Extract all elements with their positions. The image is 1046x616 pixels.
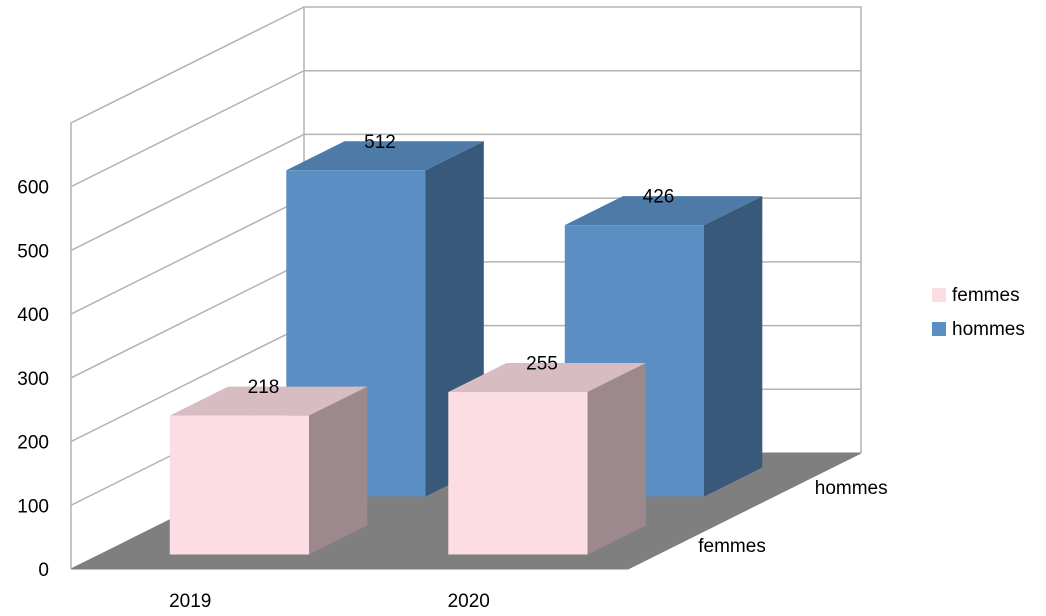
bars	[169, 141, 763, 555]
legend-swatch	[932, 288, 946, 302]
bar-top	[286, 141, 484, 171]
x-tick-label: 2019	[169, 591, 211, 611]
gridline	[70, 133, 861, 252]
bar-front	[169, 415, 309, 555]
labels: 0 100 200 300 400 500 600 512 426 218 255 2019 2020 f…	[17, 132, 888, 612]
bar	[448, 363, 646, 555]
data-label: 218	[248, 377, 280, 398]
bar-side	[309, 386, 368, 555]
bar	[169, 386, 368, 555]
x-tick-label: 2020	[448, 591, 490, 611]
bar-front	[448, 392, 588, 555]
gridline	[70, 69, 861, 188]
y-tick-label: 600	[17, 178, 49, 199]
y-tick-label: 400	[17, 305, 49, 326]
depth-axis-label: femmes	[698, 536, 766, 557]
bar-top	[564, 196, 763, 226]
y-tick-label: 100	[17, 496, 49, 517]
legend: femmes hommes	[932, 285, 1025, 340]
legend-label: hommes	[952, 319, 1025, 340]
data-label: 512	[364, 132, 396, 153]
y-tick-label: 300	[17, 369, 49, 390]
data-label: 255	[526, 354, 558, 375]
side-wall-outline	[70, 6, 305, 569]
bar-side	[587, 363, 646, 555]
y-tick-label: 500	[17, 241, 49, 262]
data-label: 426	[643, 187, 675, 208]
depth-axis-label: hommes	[815, 478, 888, 499]
bar	[286, 141, 484, 497]
legend-swatch	[932, 322, 946, 336]
y-tick-label: 0	[38, 560, 49, 581]
y-tick-label: 200	[17, 433, 49, 454]
legend-label: femmes	[952, 285, 1020, 306]
bar-top	[169, 386, 368, 416]
bar-top	[448, 363, 646, 392]
bar-side	[704, 196, 763, 497]
